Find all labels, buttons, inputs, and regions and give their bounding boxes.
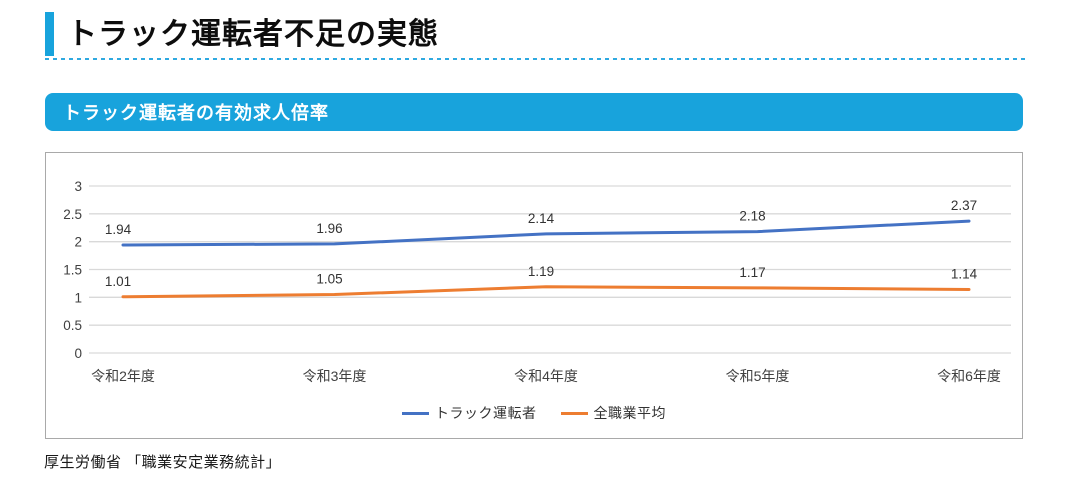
y-tick-label: 2 — [74, 235, 82, 250]
data-label: 1.01 — [105, 274, 131, 289]
x-axis-label: 令和5年度 — [726, 368, 790, 384]
title-accent-bar — [45, 12, 54, 56]
series-line-0 — [121, 219, 971, 247]
data-label: 1.19 — [528, 264, 554, 279]
legend-marker — [402, 411, 429, 415]
chart-container: 3 2.5 2 1.5 1 0.5 0 令和2年度 令和3年度 令和4年度 令和5年度 令和6年度 1.… — [45, 152, 1023, 439]
dotted-divider — [45, 58, 1025, 60]
page-header: トラック運転者不足の実態 — [45, 12, 439, 56]
legend-label: トラック運転者 — [435, 405, 537, 421]
data-label: 2.37 — [951, 198, 977, 213]
data-label: 1.05 — [316, 272, 342, 287]
data-label: 1.17 — [739, 265, 765, 280]
y-tick-label: 2.5 — [63, 207, 82, 222]
x-axis-label: 令和2年度 — [91, 368, 155, 384]
chart-legend: トラック運転者 全職業平均 — [46, 403, 1022, 423]
x-axis-label: 令和3年度 — [303, 368, 367, 384]
y-tick-label: 0.5 — [63, 318, 82, 333]
y-tick-label: 1 — [74, 290, 82, 305]
data-label: 1.96 — [316, 221, 342, 236]
page-title: トラック運転者不足の実態 — [67, 17, 439, 51]
section-header-bar: トラック運転者の有効求人倍率 — [45, 93, 1023, 131]
y-tick-label: 3 — [74, 179, 82, 194]
data-label: 2.14 — [528, 211, 555, 226]
legend-item: トラック運転者 — [402, 403, 537, 423]
y-tick-label: 0 — [74, 346, 82, 361]
y-tick-label: 1.5 — [63, 263, 82, 278]
data-label: 2.18 — [739, 209, 765, 224]
data-label: 1.14 — [951, 267, 978, 282]
data-label: 1.94 — [105, 222, 132, 237]
legend-label: 全職業平均 — [593, 405, 666, 421]
legend-item: 全職業平均 — [560, 403, 667, 423]
source-note: 厚生労働省 「職業安定業務統計」 — [44, 454, 282, 471]
series-line-1 — [121, 285, 971, 299]
section-header-title: トラック運転者の有効求人倍率 — [63, 103, 329, 123]
line-chart: 3 2.5 2 1.5 1 0.5 0 令和2年度 令和3年度 令和4年度 令和5年度 令和6年度 1.… — [63, 179, 1011, 384]
legend-marker — [560, 411, 588, 415]
x-axis-label: 令和6年度 — [937, 368, 1001, 384]
x-axis-label: 令和4年度 — [514, 368, 578, 384]
